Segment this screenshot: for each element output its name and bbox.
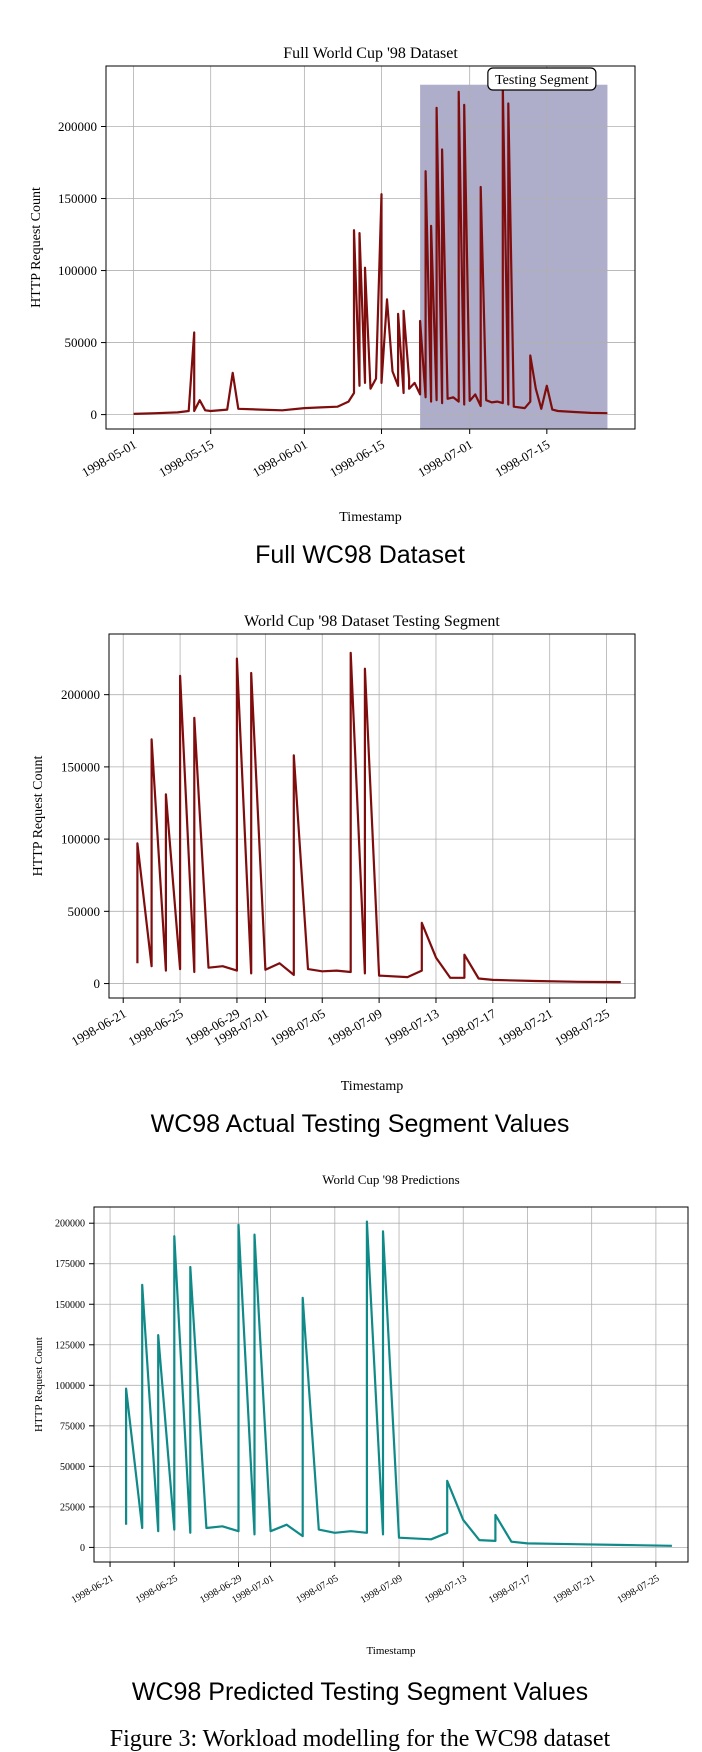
figure-caption: Figure 3: Workload modelling for the WC9… bbox=[110, 1726, 611, 1752]
x-tick-label: 1998-07-25 bbox=[552, 1006, 612, 1049]
y-axis-label: HTTP Request Count bbox=[33, 1337, 45, 1432]
y-tick-label: 0 bbox=[91, 407, 98, 422]
axes-frame bbox=[105, 65, 636, 430]
y-tick-label: 100000 bbox=[58, 263, 97, 278]
chart-title: World Cup '98 Predictions bbox=[322, 1172, 459, 1187]
chart-3: 1998-06-21 1998-06-25 1998-06-291998-07-01… bbox=[33, 1172, 689, 1706]
x-tick-label: 1998-07-25 bbox=[615, 1573, 661, 1606]
y-tick-label: 100000 bbox=[61, 832, 100, 847]
chart-2: 1998-06-211998-06-251998-06-291998-07-01… bbox=[31, 613, 636, 1138]
x-tick-label: 1998-07-01 bbox=[415, 437, 475, 480]
y-tick-label: 50000 bbox=[65, 335, 98, 350]
y-tick-label: 150000 bbox=[58, 191, 97, 206]
y-tick-label: 175000 bbox=[55, 1259, 85, 1270]
y-tick-label: 50000 bbox=[68, 904, 101, 919]
x-axis-label: Timestamp bbox=[341, 1079, 404, 1094]
x-tick-label: 1998-06-21 bbox=[69, 1006, 129, 1049]
chart-title: World Cup '98 Dataset Testing Segment bbox=[244, 613, 500, 630]
x-tick-label: 1998-07-15 bbox=[492, 437, 552, 480]
x-tick-label: 1998-06-21 bbox=[70, 1573, 116, 1606]
y-axis-label: HTTP Request Count bbox=[31, 755, 46, 876]
x-tick-label: 1998-07-17 bbox=[487, 1573, 533, 1606]
x-tick-label: 1998-07-05 bbox=[268, 1006, 328, 1049]
x-tick-label: 1998-06-01 bbox=[250, 437, 310, 480]
y-tick-label: 100000 bbox=[55, 1381, 85, 1392]
y-tick-label: 200000 bbox=[61, 687, 100, 702]
series-line bbox=[133, 85, 608, 415]
axes-frame bbox=[93, 1206, 689, 1563]
axes-frame bbox=[108, 633, 636, 999]
series-line bbox=[124, 1220, 672, 1547]
series-line bbox=[136, 651, 621, 984]
y-axis-label: HTTP Request Count bbox=[29, 187, 44, 308]
x-tick-label: 1998-05-15 bbox=[156, 437, 216, 480]
y-tick-label: 150000 bbox=[61, 759, 100, 774]
x-tick-label: 1998-07-05 bbox=[294, 1573, 340, 1606]
y-tick-label: 25000 bbox=[60, 1502, 85, 1513]
panel-caption: WC98 Predicted Testing Segment Values bbox=[132, 1678, 588, 1706]
x-tick-label: 1998-07-21 bbox=[551, 1573, 597, 1606]
x-tick-label: 1998-07-13 bbox=[381, 1006, 441, 1049]
testing-segment-label: Testing Segment bbox=[495, 73, 589, 88]
y-tick-label: 200000 bbox=[58, 119, 97, 134]
x-axis-label: Timestamp bbox=[366, 1645, 416, 1657]
x-tick-label: 1998-05-01 bbox=[79, 437, 139, 480]
chart-1: Testing Segment 1998-05-01 1998-05-15 1998-… bbox=[29, 45, 636, 569]
x-tick-label: 1998-06-25 bbox=[126, 1006, 186, 1049]
testing-segment-label-box bbox=[487, 67, 597, 91]
x-tick-label: 1998-07-13 bbox=[423, 1573, 469, 1606]
panel-caption: Full WC98 Dataset bbox=[255, 541, 465, 569]
y-tick-label: 75000 bbox=[60, 1421, 85, 1432]
x-tick-label: 1998-07-21 bbox=[495, 1006, 555, 1049]
y-tick-label: 125000 bbox=[55, 1340, 85, 1351]
panel-caption: WC98 Actual Testing Segment Values bbox=[151, 1110, 570, 1138]
x-tick-label: 1998-07-09 bbox=[359, 1573, 405, 1606]
y-tick-label: 0 bbox=[94, 976, 101, 991]
x-tick-label: 1998-07-09 bbox=[325, 1006, 385, 1049]
y-tick-label: 150000 bbox=[55, 1300, 85, 1311]
x-tick-label: 1998-06-15 bbox=[327, 437, 387, 480]
chart-title: Full World Cup '98 Dataset bbox=[283, 45, 458, 62]
x-axis-label: Timestamp bbox=[339, 510, 402, 525]
y-tick-label: 200000 bbox=[55, 1219, 85, 1230]
x-tick-label: 1998-06-25 bbox=[134, 1573, 180, 1606]
y-tick-label: 50000 bbox=[60, 1462, 85, 1473]
y-tick-label: 0 bbox=[80, 1543, 85, 1554]
x-tick-label: 1998-07-17 bbox=[438, 1005, 498, 1049]
